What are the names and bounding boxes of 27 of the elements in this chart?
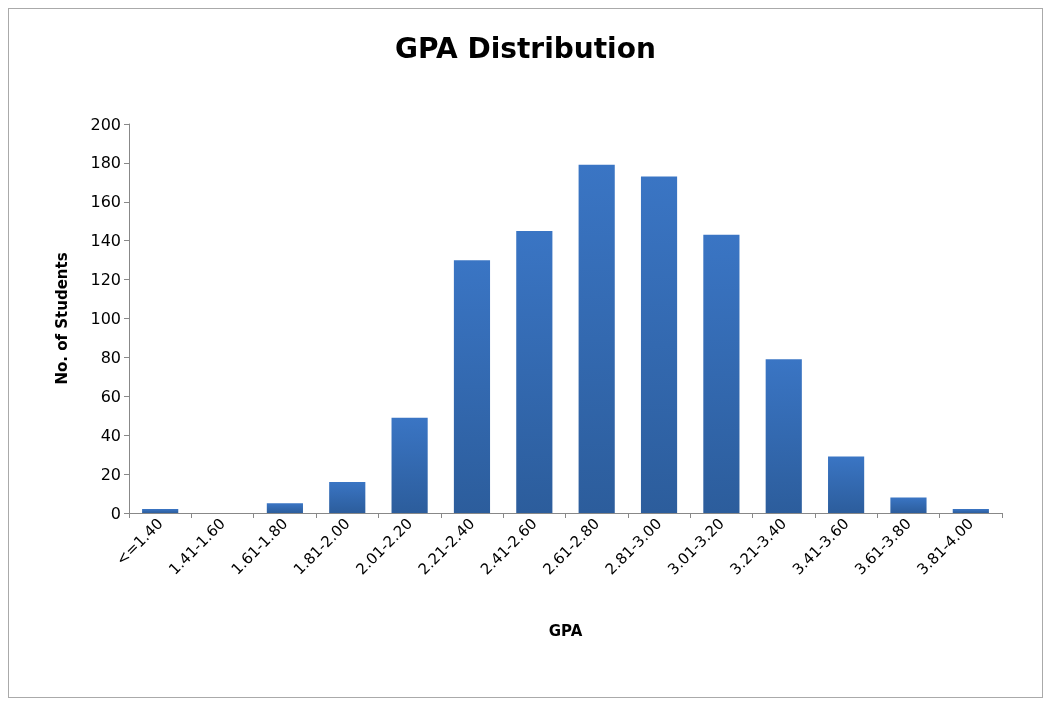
y-tick-label: 100 [90,309,121,328]
bar [453,260,491,513]
y-tick-label: 60 [100,386,121,406]
y-axis-title: No. of Students [52,252,71,385]
x-axis-title: GPA [548,621,583,640]
y-tick-label: 120 [90,270,121,290]
y-tick-label: 20 [100,464,121,484]
y-tick-label: 160 [90,192,121,212]
bar [266,503,303,513]
y-tick-label: 140 [90,231,121,251]
bar [391,417,428,513]
y-tick-label: 200 [90,114,121,134]
bar [828,456,865,513]
y-tick-label: 180 [90,153,121,173]
bar [142,509,179,513]
bar [703,234,740,513]
bar [952,509,989,513]
bar [578,164,615,513]
bar [516,230,553,513]
bar [890,497,927,513]
bar [329,481,366,513]
y-tick-label: 80 [100,347,121,367]
y-tick-label: 40 [100,425,121,445]
bar [765,359,802,513]
chart-title: GPA Distribution [395,31,656,65]
y-tick-label: 0 [110,503,121,523]
bar [640,176,678,513]
